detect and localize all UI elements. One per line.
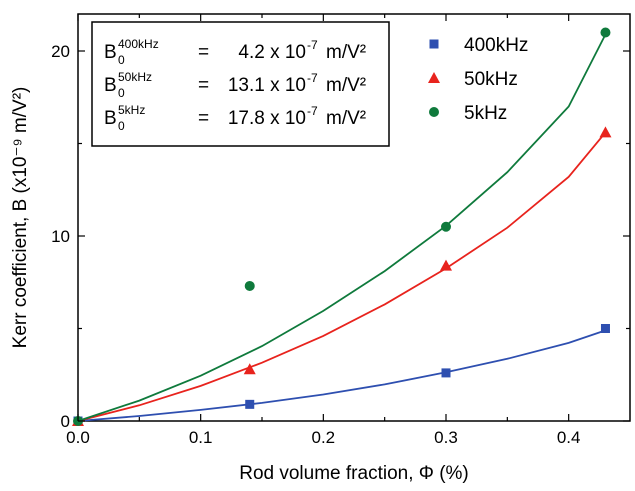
plot-area-border <box>77 13 631 422</box>
box-value: 4.2 x 10 <box>238 42 306 63</box>
box-subscript: 0 <box>118 86 125 100</box>
x-tick-label: 0.0 <box>66 428 90 447</box>
box-superscript: 5kHz <box>118 103 145 117</box>
y-tick-label: 10 <box>51 227 70 246</box>
box-unit: m/V² <box>326 108 366 129</box>
x-tick-label: 0.1 <box>189 428 213 447</box>
box-unit: m/V² <box>326 75 366 96</box>
fit-line-50kHz <box>77 131 607 422</box>
legend: 400kHz 50kHz 5kHz <box>428 35 528 124</box>
x-tick-label: 0.4 <box>557 428 581 447</box>
box-subscript: 0 <box>118 119 125 133</box>
box-exponent: -7 <box>307 38 318 52</box>
y-tick-label: 0 <box>61 412 70 431</box>
x-axis-label: Rod volume fraction, Φ (%) <box>239 463 469 484</box>
fit-lines <box>77 33 607 422</box>
point-5kHz <box>244 280 255 291</box>
legend-marker-50kHz <box>428 72 440 83</box>
legend-label: 50kHz <box>464 69 518 90</box>
fit-box-border <box>91 21 390 147</box>
point-400kHz <box>600 324 610 333</box>
fit-line-400kHz <box>77 329 606 422</box>
plot-frame <box>77 13 631 422</box>
legend-label: 400kHz <box>464 35 528 56</box>
box-value: 17.8 x 10 <box>228 108 306 129</box>
box-subscript: 0 <box>118 53 125 67</box>
box-exponent: -7 <box>307 71 318 85</box>
legend-marker-400kHz <box>429 39 439 49</box>
box-symbol: B <box>104 108 117 129</box>
legend-label: 5kHz <box>464 103 507 124</box>
box-superscript: 50kHz <box>118 70 152 84</box>
x-tick-label: 0.2 <box>312 428 336 447</box>
point-400kHz <box>245 399 255 409</box>
fit-line-5kHz <box>77 33 607 422</box>
point-5kHz <box>441 221 451 232</box>
box-equals: = <box>198 42 209 63</box>
box-equals: = <box>198 75 209 96</box>
box-exponent: -7 <box>307 104 318 118</box>
legend-marker-5kHz <box>429 107 439 117</box>
point-400kHz <box>441 368 451 378</box>
point-5kHz <box>600 27 611 38</box>
box-superscript: 400kHz <box>118 37 159 51</box>
box-equals: = <box>198 108 209 129</box>
point-50kHz <box>243 363 256 375</box>
y-axis-label: Kerr coefficient, B (x10⁻⁹ m/V²) <box>10 87 31 349</box>
box-unit: m/V² <box>326 42 366 63</box>
box-value: 13.1 x 10 <box>228 75 306 96</box>
box-symbol: B <box>104 75 117 96</box>
box-symbol: B <box>104 42 117 63</box>
point-50kHz <box>599 126 612 138</box>
point-50kHz <box>440 259 452 271</box>
x-tick-label: 0.3 <box>434 428 458 447</box>
axis-ticks: 0.0 0.1 0.2 0.3 0.4 0 10 20 <box>51 14 630 447</box>
y-tick-label: 20 <box>51 42 70 61</box>
